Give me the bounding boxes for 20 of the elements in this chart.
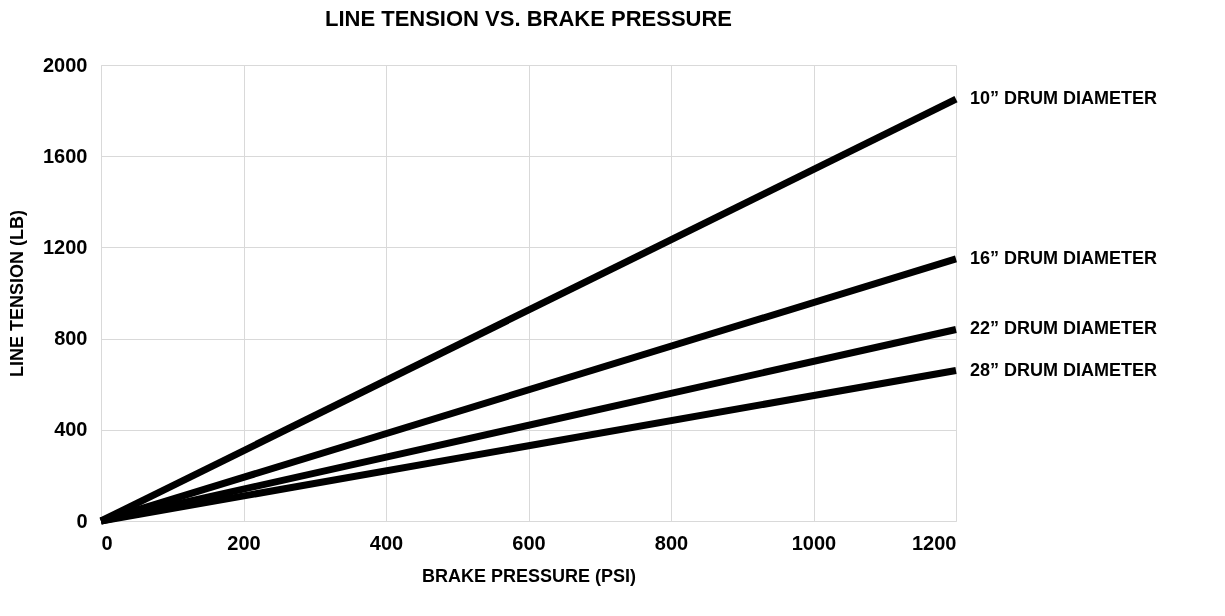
x-tick-label: 0: [101, 531, 113, 554]
x-tick-label: 400: [369, 531, 404, 554]
y-tick-label: 800: [54, 327, 88, 350]
x-axis-title: BRAKE PRESSURE (PSI): [421, 565, 637, 586]
y-tick-label: 1200: [43, 235, 88, 258]
y-tick-label: 1600: [43, 144, 88, 167]
x-tick-label: 1200: [912, 531, 957, 554]
y-tick-label: 0: [76, 509, 88, 532]
series-label: 22” DRUM DIAMETER: [970, 318, 1158, 339]
x-tick-label: 1000: [791, 531, 837, 554]
y-tick-label: 400: [54, 418, 88, 441]
y-tick-label: 2000: [43, 53, 88, 76]
x-tick-label: 800: [654, 531, 689, 554]
series-label: 16” DRUM DIAMETER: [970, 247, 1158, 268]
series-label: 10” DRUM DIAMETER: [970, 88, 1158, 109]
chart-title: LINE TENSION VS. BRAKE PRESSURE: [324, 6, 733, 31]
series-label: 28” DRUM DIAMETER: [970, 359, 1158, 380]
x-tick-label: 200: [227, 531, 261, 554]
x-tick-label: 600: [512, 531, 546, 554]
y-axis-title: LINE TENSION (LB): [7, 210, 28, 377]
